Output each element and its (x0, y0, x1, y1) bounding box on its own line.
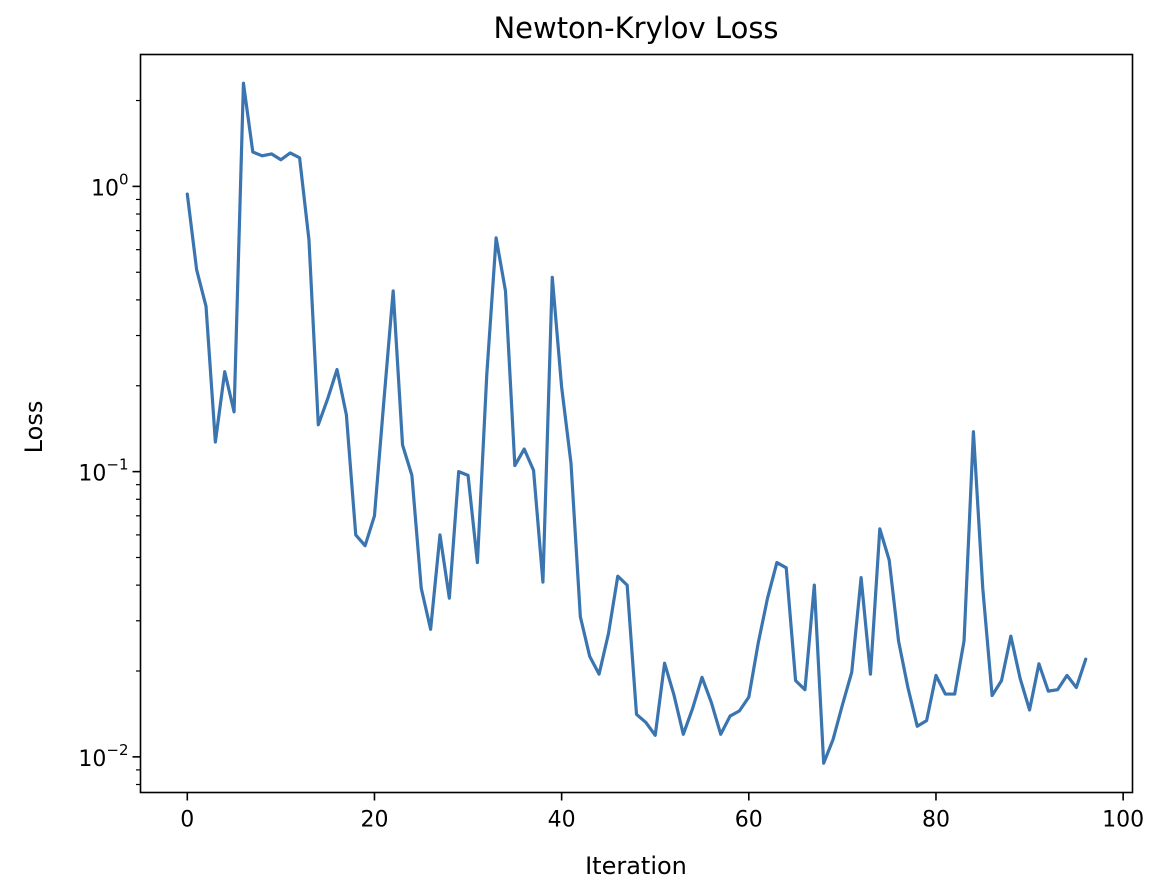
x-tick-label: 100 (1102, 808, 1144, 833)
y-tick-label: 10−1 (78, 456, 128, 487)
y-axis: 10−2 10−1 100 (78, 99, 141, 786)
x-tick-label: 40 (548, 808, 576, 833)
x-tick-label: 20 (360, 808, 388, 833)
x-axis-label: Iteration (585, 852, 687, 880)
y-tick-label: 10−2 (78, 741, 128, 772)
x-axis: 0 20 40 60 80 100 (180, 792, 1144, 833)
x-tick-label: 60 (735, 808, 763, 833)
series-line-0 (185, 81, 1088, 765)
series-layer (185, 81, 1088, 765)
x-tick-label: 80 (922, 808, 950, 833)
x-tick-label: 0 (180, 808, 194, 833)
y-axis-label: Loss (20, 401, 48, 454)
y-tick-label: 100 (91, 170, 129, 201)
plot-frame (139, 53, 1134, 794)
chart-title: Newton-Krylov Loss (493, 11, 778, 45)
